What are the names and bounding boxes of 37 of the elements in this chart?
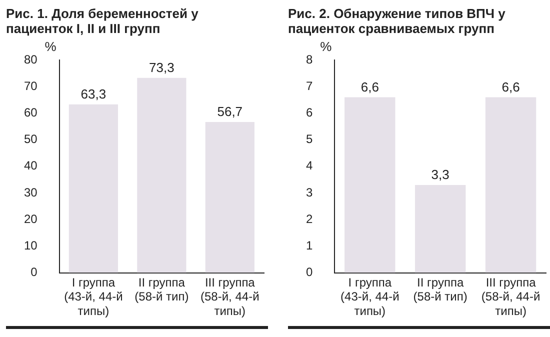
y-tick-label: 20 bbox=[24, 212, 38, 226]
x-tick-label: III группа (58-й, 44-й типы) bbox=[200, 275, 260, 318]
y-tick-label: 0 bbox=[30, 265, 38, 280]
y-tick-label: 30 bbox=[24, 185, 38, 200]
chart-title: Рис. 1. Доля беременностей у пациенток I, II и III групп bbox=[6, 6, 200, 38]
y-tick-label: 50 bbox=[24, 132, 38, 146]
y-tick-label: 10 bbox=[24, 238, 38, 253]
y-tick-label: 0 bbox=[306, 265, 313, 280]
y-tick-label: 7 bbox=[306, 78, 313, 93]
bar bbox=[68, 104, 118, 273]
y-tick-label: 2 bbox=[306, 212, 313, 226]
data-label: 3,3 bbox=[431, 167, 450, 182]
y-tick-label: 5 bbox=[306, 132, 313, 146]
bar bbox=[205, 122, 254, 273]
y-tick-label: 6 bbox=[306, 106, 313, 120]
y-tick-label: 60 bbox=[24, 106, 38, 120]
y-tick-label: 80 bbox=[24, 52, 38, 66]
y-tick-label: 70 bbox=[24, 78, 38, 93]
data-label: 73,3 bbox=[149, 60, 174, 75]
y-tick-label: 40 bbox=[24, 158, 38, 173]
y-axis-title: % bbox=[44, 39, 57, 54]
y-tick-label: 4 bbox=[306, 158, 313, 173]
x-tick-label: III группа (58-й, 44-й типы) bbox=[481, 275, 540, 318]
y-tick-label: 3 bbox=[306, 185, 313, 200]
bar bbox=[137, 78, 186, 273]
data-label: 56,7 bbox=[217, 104, 243, 120]
y-axis-title: % bbox=[320, 39, 332, 54]
x-tick-label: I группа (43-й, 44-й типы) bbox=[340, 275, 400, 318]
data-label: 63,3 bbox=[80, 86, 106, 102]
chart-title: Рис. 2. Обнаружение типов ВПЧ у пациенток сравниваемых групп bbox=[288, 6, 506, 38]
data-label: 6,6 bbox=[502, 79, 520, 94]
x-tick-label: I группа (43-й, 44-й типы) bbox=[64, 275, 123, 318]
y-tick-label: 1 bbox=[306, 238, 313, 253]
y-tick-label: 8 bbox=[306, 52, 313, 66]
x-tick-label: II группа (58-й тип) bbox=[413, 275, 468, 304]
data-label: 6,6 bbox=[360, 79, 379, 94]
x-tick-label: II группа (58-й тип) bbox=[134, 275, 189, 304]
